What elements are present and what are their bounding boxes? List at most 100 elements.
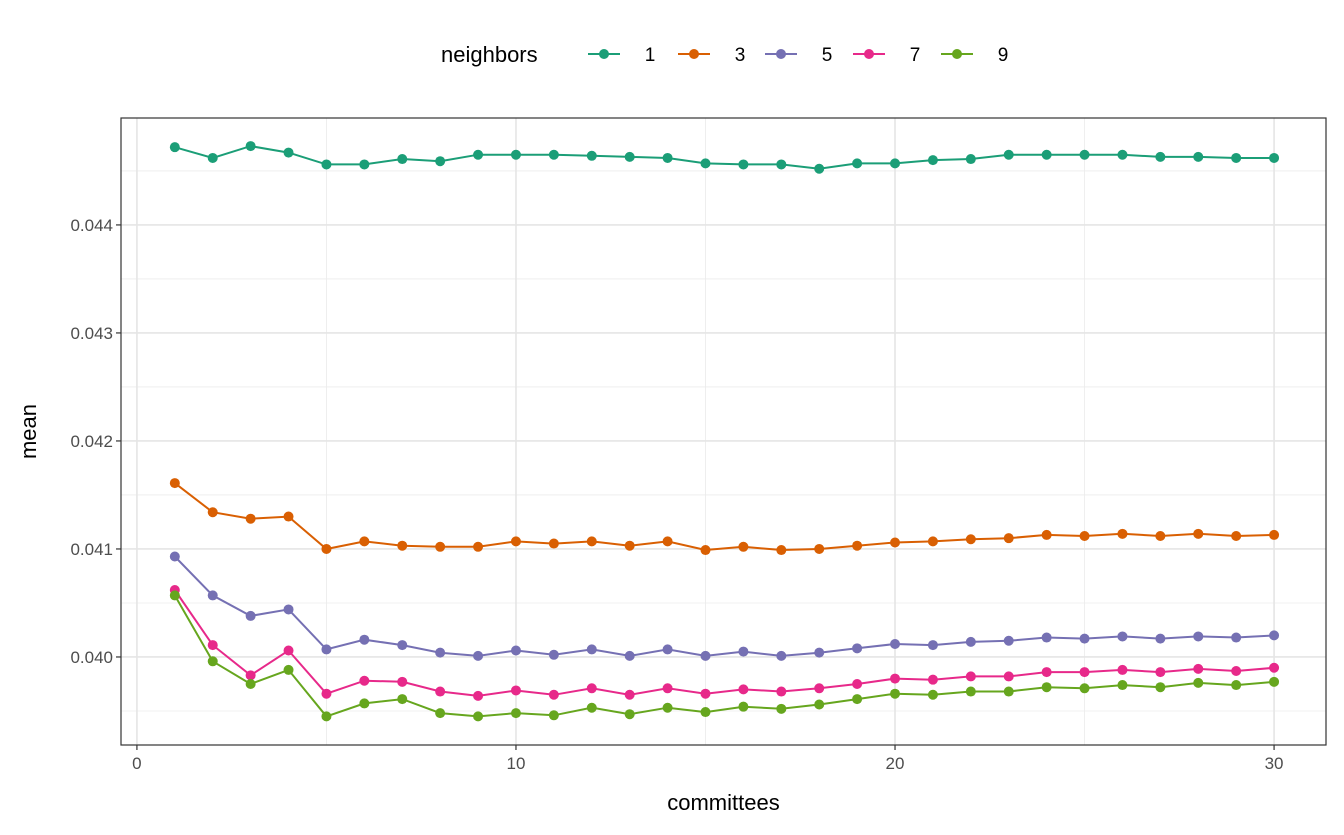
legend-label: 5 (822, 45, 833, 66)
data-point (1003, 635, 1014, 646)
y-tick-label: 0.043 (70, 324, 113, 343)
data-point (283, 645, 294, 656)
x-tick-label: 20 (886, 754, 905, 773)
data-point (321, 688, 332, 699)
data-point (1117, 631, 1128, 642)
data-point (1079, 633, 1090, 644)
data-point (586, 644, 597, 655)
data-point (283, 511, 294, 522)
data-point (1193, 528, 1204, 539)
data-point (662, 644, 673, 655)
data-point (1003, 686, 1014, 697)
data-point (700, 688, 711, 699)
data-point (890, 158, 901, 169)
data-point (1041, 529, 1052, 540)
data-point (700, 707, 711, 718)
data-point (1269, 676, 1280, 687)
data-point (1041, 667, 1052, 678)
data-point (852, 678, 863, 689)
data-point (927, 689, 938, 700)
data-point (510, 645, 521, 656)
data-point (700, 158, 711, 169)
data-point (548, 710, 559, 721)
data-point (662, 536, 673, 547)
data-point (245, 513, 256, 524)
data-point (321, 711, 332, 722)
data-point (1155, 667, 1166, 678)
data-point (435, 708, 446, 719)
data-point (283, 604, 294, 615)
legend-label: 3 (735, 45, 746, 66)
data-point (1231, 152, 1242, 163)
data-point (738, 684, 749, 695)
data-point (814, 647, 825, 658)
data-point (245, 678, 256, 689)
series-3 (169, 478, 1280, 556)
legend-title: neighbors (441, 42, 538, 67)
data-point (245, 141, 256, 152)
data-point (890, 537, 901, 548)
data-point (510, 149, 521, 160)
data-point (397, 676, 408, 687)
data-point (624, 689, 635, 700)
series-5 (169, 551, 1280, 661)
data-point (207, 507, 218, 518)
data-point (548, 649, 559, 660)
data-point (359, 159, 370, 170)
data-point (624, 151, 635, 162)
data-point (321, 159, 332, 170)
data-point (1079, 531, 1090, 541)
data-point (1155, 151, 1166, 162)
data-point (624, 650, 635, 661)
data-point (1117, 680, 1128, 691)
data-point (1231, 531, 1242, 541)
data-point (852, 158, 863, 169)
legend-key-point (864, 49, 874, 59)
data-point (1193, 151, 1204, 162)
data-point (965, 686, 976, 697)
y-axis-label: mean (16, 404, 41, 459)
data-point (1193, 663, 1204, 674)
series-line-9 (173, 594, 1275, 718)
legend-key-point (952, 49, 962, 59)
data-point (814, 683, 825, 694)
data-point (965, 154, 976, 165)
data-point (965, 636, 976, 647)
data-point (586, 683, 597, 694)
data-point (814, 699, 825, 710)
series-9 (169, 590, 1280, 722)
data-point (852, 643, 863, 654)
data-point (435, 541, 446, 552)
data-point (397, 640, 408, 651)
legend-label: 9 (998, 45, 1009, 66)
data-point (1041, 632, 1052, 643)
data-point (1269, 152, 1280, 163)
data-point (890, 688, 901, 699)
data-point (586, 150, 597, 161)
data-point (586, 702, 597, 713)
data-point (435, 686, 446, 697)
series-line-3 (174, 482, 1275, 552)
series-1 (169, 141, 1280, 174)
data-point (321, 543, 332, 554)
data-point (510, 708, 521, 719)
data-point (473, 541, 484, 552)
x-tick-label: 30 (1265, 754, 1284, 773)
data-point (169, 478, 180, 489)
y-tick-label: 0.041 (70, 540, 113, 559)
data-point (435, 647, 446, 658)
data-point (1079, 683, 1090, 694)
data-point (169, 551, 180, 562)
panel-border (120, 117, 1327, 746)
legend-key-point (776, 49, 786, 59)
data-point (548, 149, 559, 160)
data-point (814, 163, 825, 174)
data-point (852, 540, 863, 551)
data-point (207, 590, 218, 601)
data-point (283, 664, 294, 675)
x-tick-label: 0 (132, 754, 141, 773)
data-point (1003, 533, 1014, 544)
data-point (1079, 667, 1090, 678)
data-point (738, 541, 749, 552)
